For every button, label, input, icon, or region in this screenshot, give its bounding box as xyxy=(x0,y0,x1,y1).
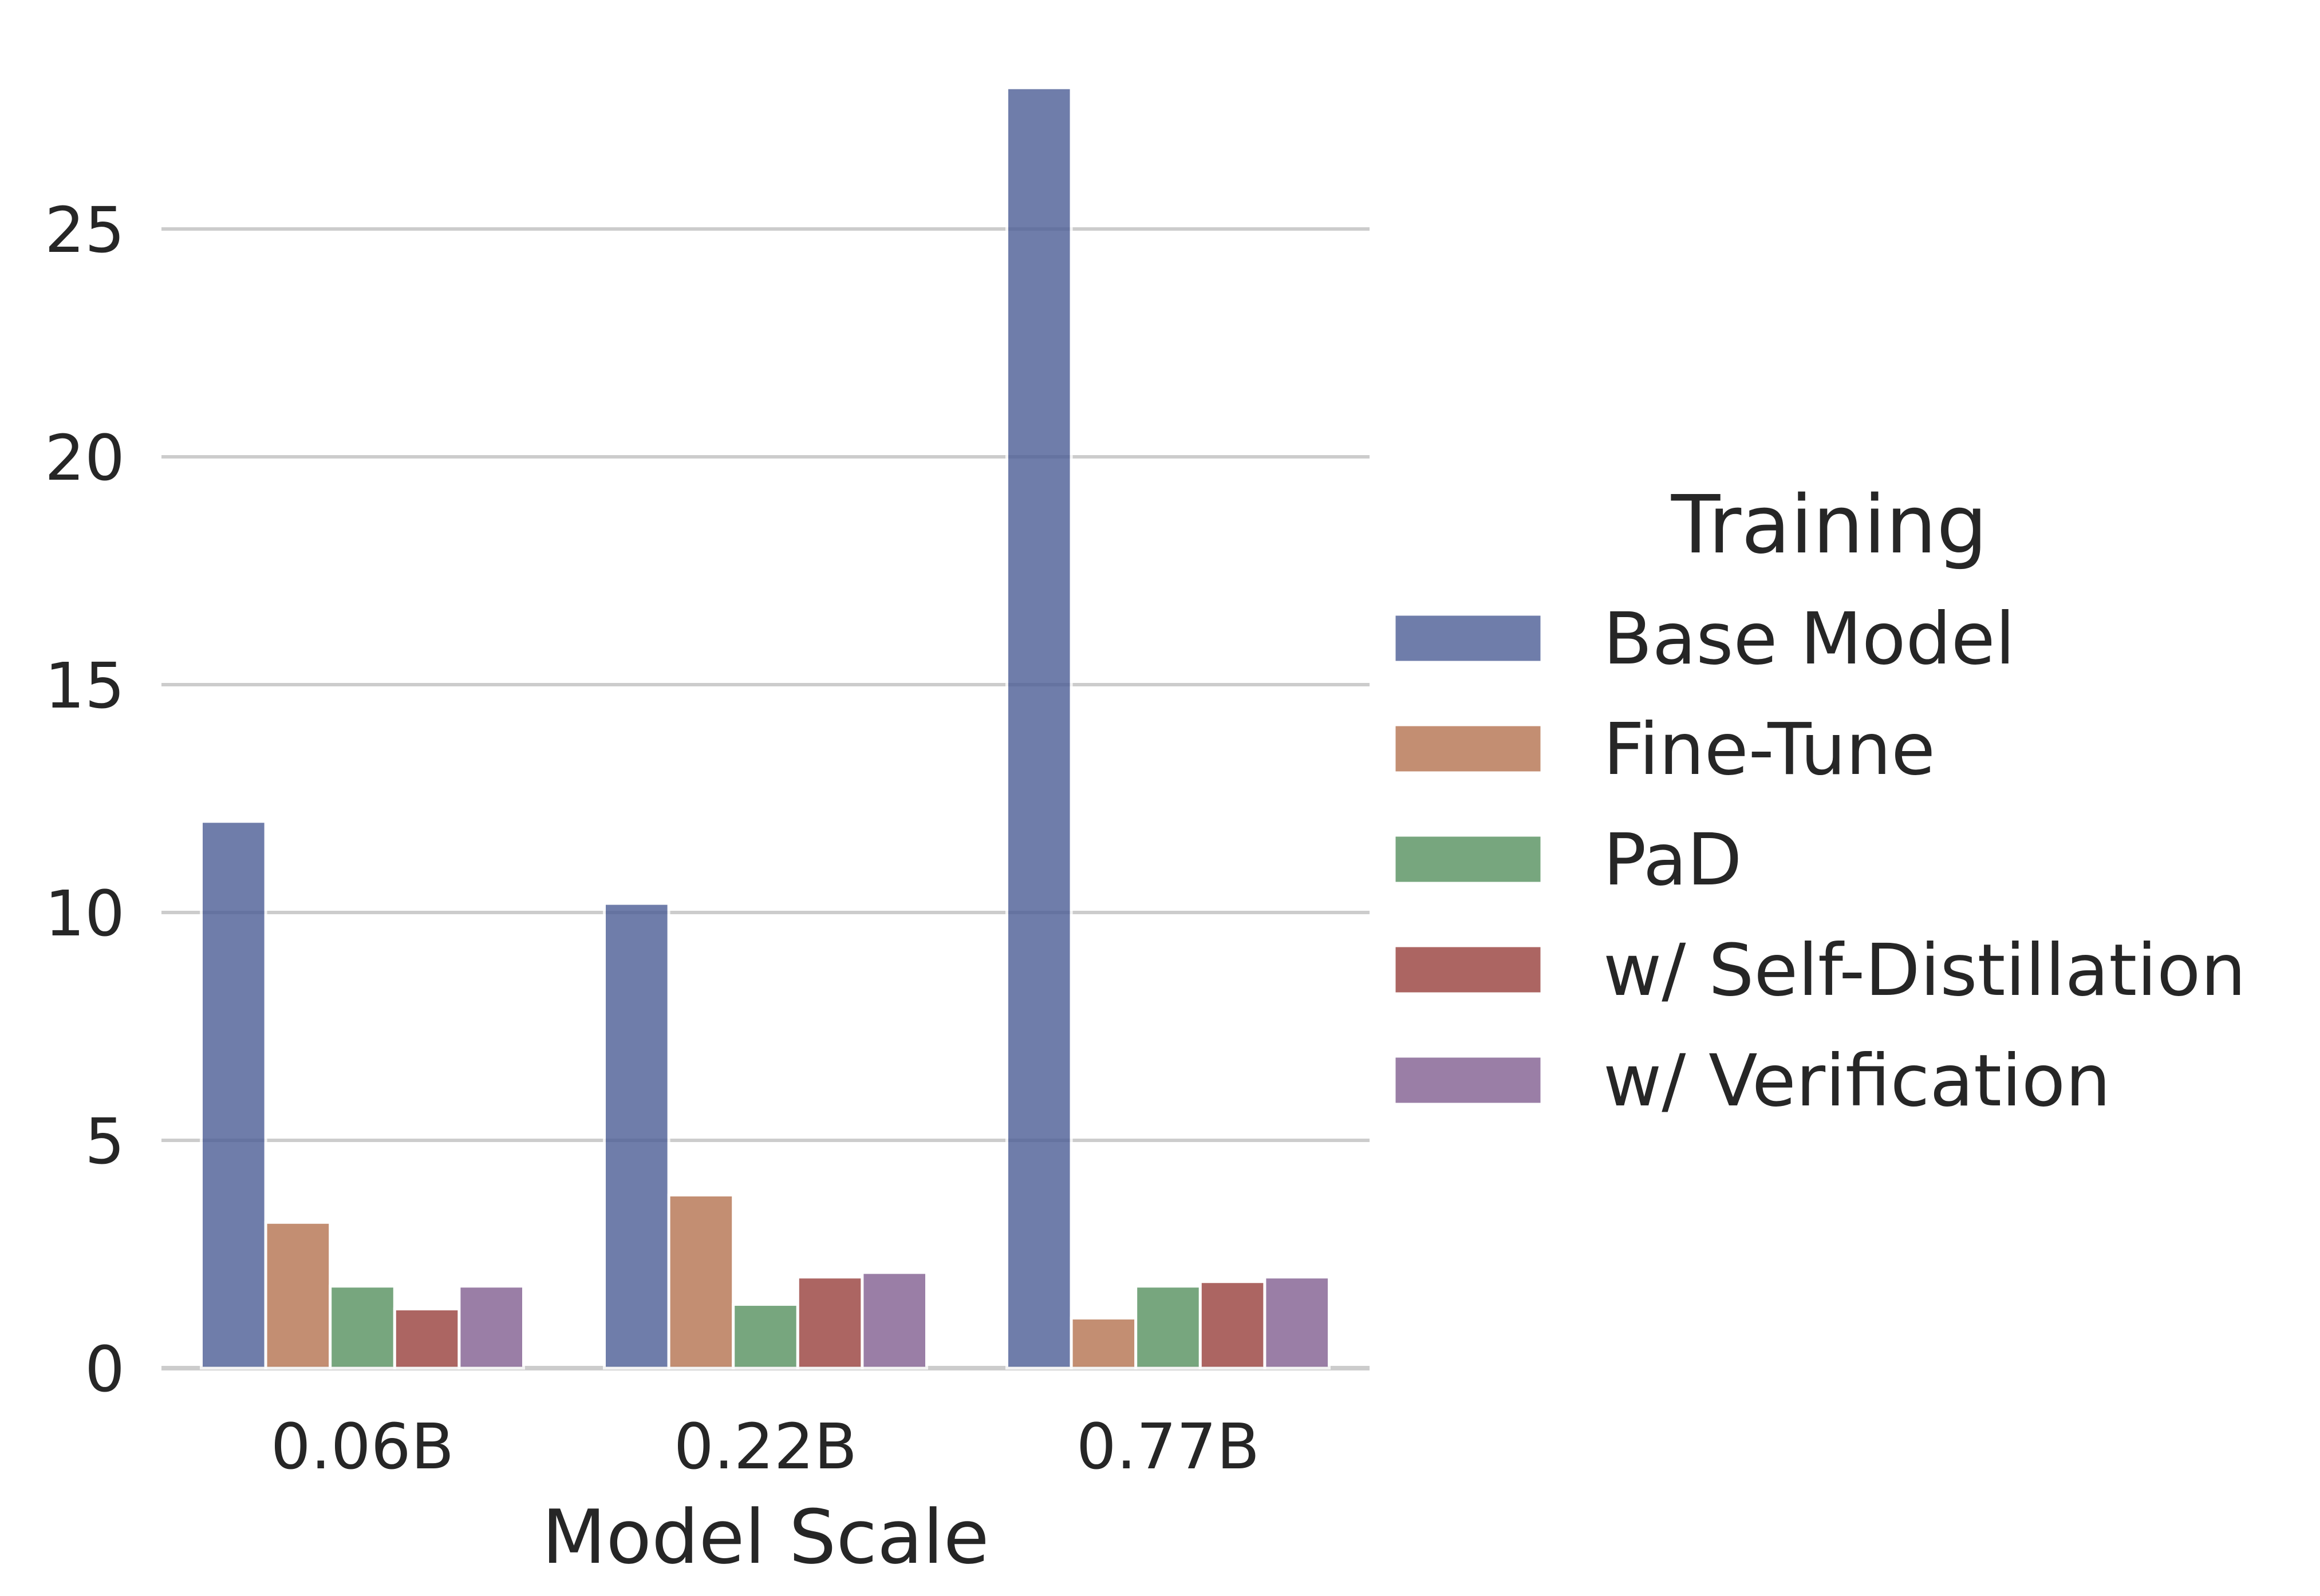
y-tick-label: 20 xyxy=(45,421,125,495)
y-tick-label: 25 xyxy=(45,193,125,267)
bar-w-self-distillation-0-06b xyxy=(393,1307,461,1370)
legend-swatch xyxy=(1392,1054,1544,1106)
legend-label: w/ Verification xyxy=(1603,1040,2110,1123)
bar-fine-tune-0-06b xyxy=(264,1220,332,1370)
bar-fine-tune-0-22b xyxy=(667,1194,735,1370)
bar-pad-0-06b xyxy=(329,1285,396,1370)
legend-label: w/ Self-Distillation xyxy=(1603,929,2246,1012)
bars xyxy=(200,86,1331,1370)
legend-items: Base Model Fine-Tune PaD w/ Self-Distillati… xyxy=(1392,598,2246,1123)
legend-swatch xyxy=(1392,723,1544,775)
legend-swatch xyxy=(1392,944,1544,995)
legend-swatch xyxy=(1392,833,1544,885)
y-tick-label: 5 xyxy=(85,1105,125,1178)
x-tick-label: 0.06B xyxy=(271,1410,454,1483)
legend-label: Fine-Tune xyxy=(1603,708,1935,791)
bar-base-model-0-77b xyxy=(1005,86,1073,1370)
bar-w-verification-0-77b xyxy=(1263,1275,1331,1370)
bar-fine-tune-0-77b xyxy=(1070,1316,1138,1370)
gridlines xyxy=(161,227,1370,1370)
y-tick-label: 15 xyxy=(45,649,125,722)
legend-label: PaD xyxy=(1603,819,1742,902)
legend-swatch xyxy=(1392,613,1544,664)
x-axis-title: Model Scale xyxy=(542,1494,989,1581)
bar-w-verification-0-06b xyxy=(457,1285,526,1370)
x-tick-label: 0.22B xyxy=(674,1410,857,1483)
bar-pad-0-22b xyxy=(732,1303,799,1370)
bar-base-model-0-06b xyxy=(200,820,267,1370)
y-tick-label: 0 xyxy=(85,1333,125,1406)
axes: 0 5 10 15 20 25 0.06B 0.22B 0.77B xyxy=(45,193,1260,1483)
legend: Training Base Model Fine-Tune PaD w/ Self-D… xyxy=(1392,479,2246,1123)
bar-w-verification-0-22b xyxy=(861,1271,929,1370)
bar-pad-0-77b xyxy=(1134,1285,1202,1370)
legend-title: Training xyxy=(1671,479,1987,572)
x-tick-label: 0.77B xyxy=(1076,1410,1260,1483)
legend-label: Base Model xyxy=(1603,598,2015,681)
y-tick-label: 10 xyxy=(45,877,125,950)
bar-w-self-distillation-0-22b xyxy=(796,1275,864,1370)
bar-base-model-0-22b xyxy=(603,902,670,1370)
bar-w-self-distillation-0-77b xyxy=(1198,1280,1266,1370)
